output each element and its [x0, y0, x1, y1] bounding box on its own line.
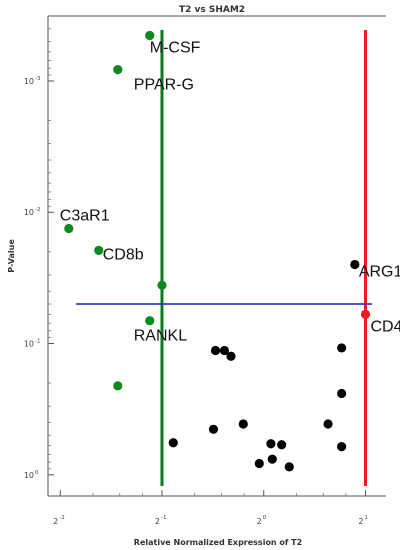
data-point — [113, 381, 123, 391]
x-tick-exponent: 0 — [263, 515, 267, 521]
label-arg1: ARG1 — [359, 263, 400, 280]
x-tick-label: 2 — [155, 517, 160, 526]
data-point — [168, 438, 178, 448]
label-c3ar1: C3aR1 — [60, 208, 110, 225]
y-tick-label: 10 — [24, 471, 34, 480]
x-ticks: 2 -2 2 -1 2 0 2 1 — [53, 490, 368, 526]
label-cd4: CD4 — [370, 318, 400, 335]
y-tick-exponent: -2 — [35, 207, 40, 213]
label-ppar-g: PPAR-G — [134, 77, 194, 94]
data-point — [337, 388, 347, 399]
label-m-csf: M-CSF — [150, 39, 201, 56]
threshold-lines — [76, 30, 372, 486]
y-tick-exponent: -3 — [35, 76, 41, 82]
y-tick-label: 10 — [24, 77, 34, 86]
data-point — [267, 454, 277, 464]
data-points — [64, 30, 371, 472]
data-point — [284, 462, 294, 472]
data-point — [208, 424, 219, 434]
data-point — [238, 419, 248, 429]
x-tick-label: 2 — [53, 517, 58, 526]
x-axis-label: Relative Normalized Expression of T2 — [134, 538, 302, 547]
data-point — [337, 343, 347, 353]
data-point-m-csf — [145, 30, 155, 41]
data-point — [337, 442, 347, 452]
x-tick-label: 2 — [358, 517, 363, 526]
label-rankl: RANKL — [134, 328, 187, 345]
data-point — [323, 419, 333, 429]
data-point — [210, 345, 221, 356]
y-tick-exponent: 0 — [35, 470, 39, 476]
data-point — [254, 458, 264, 469]
data-point — [226, 351, 236, 361]
data-point-rankl — [145, 316, 155, 326]
y-tick-label: 10 — [24, 208, 34, 217]
chart-title: T2 vs SHAM2 — [179, 5, 245, 15]
data-point-c3ar1 — [64, 223, 74, 234]
x-tick-exponent: -1 — [161, 515, 166, 521]
data-point — [157, 280, 167, 290]
gene-labels: M-CSF PPAR-G C3aR1 CD8b RANKL ARG1 CD4 — [60, 39, 400, 344]
x-tick-exponent: -2 — [59, 515, 64, 521]
data-point-ppar-g — [113, 65, 123, 75]
data-point — [219, 345, 230, 356]
data-point-arg1 — [350, 259, 360, 270]
data-point-cd8b — [94, 245, 104, 255]
x-tick-exponent: 1 — [364, 515, 368, 521]
y-axis-label: P-Value — [7, 239, 16, 273]
data-point — [277, 440, 287, 450]
y-tick-exponent: -1 — [35, 339, 40, 345]
x-tick-label: 2 — [257, 517, 262, 526]
data-point-cd4 — [360, 309, 371, 320]
label-cd8b: CD8b — [103, 246, 144, 263]
y-tick-label: 10 — [24, 340, 34, 349]
data-point — [266, 439, 276, 449]
